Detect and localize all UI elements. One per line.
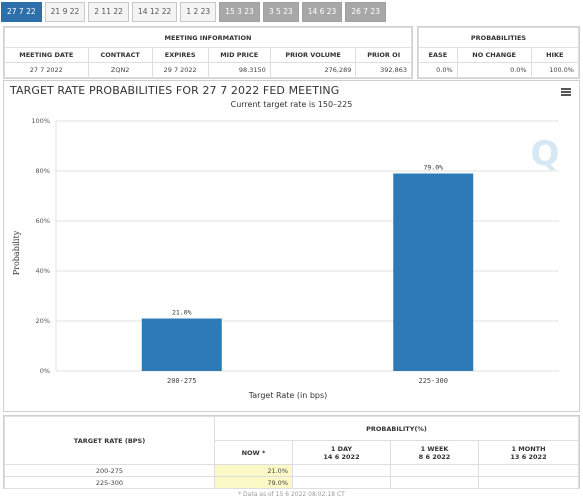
chart-panel: TARGET RATE PROBABILITIES FOR 27 7 2022 … (3, 80, 580, 412)
tab-21-9-22[interactable]: 21 9 22 (44, 2, 86, 22)
watermark-q-logo: Q (531, 134, 560, 174)
col-no-change: NO CHANGE (456, 47, 532, 63)
col-meeting-date: MEETING DATE (4, 47, 89, 63)
y-axis-label: Probability (12, 230, 21, 275)
tab-14-6-23[interactable]: 14 6 23 (301, 2, 343, 22)
month-cell (478, 464, 579, 477)
col-now: NOW * (214, 440, 293, 465)
contract-value: ZQN2 (87, 62, 153, 78)
meeting-info-table: MEETING INFORMATION MEETING DATE CONTRAC… (4, 27, 412, 78)
prior-oi-value: 392,863 (355, 62, 412, 78)
y-axis-ticks: 0% 20% 40% 60% 80% 100% (31, 117, 50, 375)
day-cell (292, 476, 391, 489)
meeting-tabs: 27 7 22 21 9 22 2 11 22 14 12 22 1 2 23 … (0, 0, 583, 24)
data-timestamp-footnote: * Data as of 15 6 2022 08:02:18 CT (238, 491, 345, 498)
col-mid-price: MID PRICE (207, 47, 271, 63)
bar-value-label: 21.0% (172, 309, 192, 317)
week-cell (390, 464, 479, 477)
now-cell: 21.0% (214, 464, 293, 477)
bar (141, 318, 222, 371)
chart-subtitle: Current target rate is 150–225 (230, 100, 353, 109)
tab-3-5-23[interactable]: 3 5 23 (262, 2, 299, 22)
probabilities-panel: PROBABILITIES EASE NO CHANGE HIKE 0.0% 0… (417, 26, 580, 79)
y-tick-label: 60% (36, 217, 50, 225)
probabilities-table: PROBABILITIES EASE NO CHANGE HIKE 0.0% 0… (418, 27, 580, 78)
tab-14-12-22[interactable]: 14 12 22 (131, 2, 178, 22)
hamburger-menu-icon[interactable] (561, 88, 571, 96)
tab-27-7-22[interactable]: 27 7 22 (1, 2, 42, 22)
col-prior-volume: PRIOR VOLUME (269, 47, 357, 63)
meeting-info-panel: MEETING INFORMATION MEETING DATE CONTRAC… (3, 26, 413, 79)
col-now-label: NOW * (241, 448, 266, 457)
col-ease: EASE (418, 47, 458, 63)
y-tick-label: 0% (40, 367, 50, 375)
x-tick-label: 200-275 (167, 377, 197, 385)
week-cell (390, 476, 479, 489)
col-1-day-date: 14 6 2022 (323, 452, 360, 461)
tab-2-11-22[interactable]: 2 11 22 (88, 2, 129, 22)
col-prior-oi: PRIOR OI (355, 47, 412, 63)
mid-price-value: 98.3150 (207, 62, 271, 78)
col-target-rate: TARGET RATE (BPS) (4, 416, 215, 465)
table-row: 200-275 21.0% (4, 464, 579, 477)
table-row: 225-300 79.0% (4, 476, 579, 489)
tab-1-2-23[interactable]: 1 2 23 (180, 2, 217, 22)
col-1-week: 1 WEEK 8 6 2022 (390, 440, 479, 465)
ease-value: 0.0% (418, 62, 458, 78)
x-tick-label: 225-300 (418, 377, 448, 385)
target-rate-probability-table: TARGET RATE (BPS) PROBABILITY(%) NOW * 1… (4, 416, 579, 489)
col-hike: HIKE (530, 47, 580, 63)
probabilities-header: PROBABILITIES (418, 27, 579, 48)
rate-cell: 200-275 (4, 464, 215, 477)
y-tick-label: 40% (36, 267, 50, 275)
y-tick-label: 100% (31, 117, 50, 125)
bar (393, 173, 474, 371)
col-contract: CONTRACT (87, 47, 153, 63)
y-tick-label: 20% (36, 317, 50, 325)
col-1-week-label: 1 WEEK (420, 444, 449, 453)
col-1-month-date: 13 6 2022 (510, 452, 547, 461)
target-rate-probability-panel: TARGET RATE (BPS) PROBABILITY(%) NOW * 1… (3, 415, 580, 489)
y-tick-label: 80% (36, 167, 50, 175)
prior-volume-value: 276,289 (269, 62, 357, 78)
rate-cell: 225-300 (4, 476, 215, 489)
tab-26-7-23[interactable]: 26 7 23 (345, 2, 386, 22)
col-1-day-label: 1 DAY (330, 444, 353, 453)
meeting-info-header: MEETING INFORMATION (4, 27, 412, 48)
bar-value-label: 79.0% (423, 164, 443, 172)
month-cell (478, 476, 579, 489)
col-1-month-label: 1 MONTH (511, 444, 546, 453)
meeting-date-value: 27 7 2022 (4, 62, 89, 78)
bars: 21.0% 79.0% (141, 164, 474, 371)
no-change-value: 0.0% (456, 62, 532, 78)
x-axis-ticks: 200-275 225-300 (167, 377, 448, 385)
now-cell: 79.0% (214, 476, 293, 489)
chart-title: TARGET RATE PROBABILITIES FOR 27 7 2022 … (10, 84, 340, 97)
gridlines (55, 120, 559, 372)
col-expires: EXPIRES (151, 47, 209, 63)
expires-value: 29 7 2022 (151, 62, 209, 78)
bar-chart: 0% 20% 40% 60% 80% 100% 21.0% 79.0% 200-275 225… (12, 117, 560, 400)
day-cell (292, 464, 391, 477)
col-1-day: 1 DAY 14 6 2022 (292, 440, 391, 465)
col-1-month: 1 MONTH 13 6 2022 (478, 440, 579, 465)
tab-15-3-23[interactable]: 15 3 23 (219, 2, 260, 22)
hike-value: 100.0% (530, 62, 580, 78)
probability-group-header: PROBABILITY(%) (214, 416, 579, 441)
x-axis-label: Target Rate (in bps) (248, 391, 328, 400)
col-1-week-date: 8 6 2022 (418, 452, 451, 461)
